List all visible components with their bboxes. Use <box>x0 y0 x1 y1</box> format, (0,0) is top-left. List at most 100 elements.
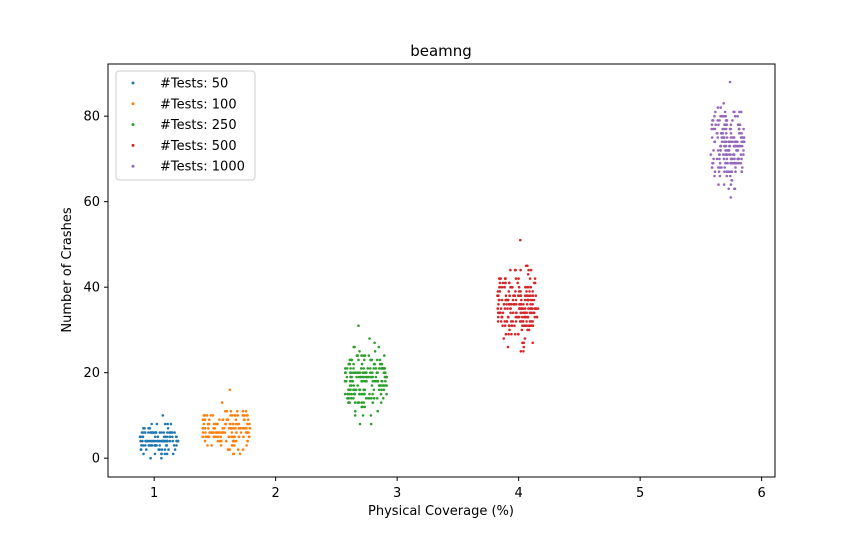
data-point <box>352 345 356 349</box>
data-point <box>709 153 713 156</box>
data-point <box>742 149 745 152</box>
data-point <box>347 362 351 366</box>
data-point <box>739 153 743 156</box>
data-point <box>376 409 380 413</box>
data-point <box>717 183 720 186</box>
data-point <box>498 285 501 289</box>
data-point <box>175 435 178 439</box>
data-point <box>514 290 517 293</box>
data-point <box>715 157 719 161</box>
data-point <box>740 140 743 144</box>
data-point <box>371 392 374 396</box>
data-point <box>522 311 525 315</box>
data-point <box>172 444 176 447</box>
data-point <box>355 354 359 357</box>
data-point <box>358 422 362 426</box>
data-point <box>165 444 169 447</box>
data-point <box>496 290 500 293</box>
data-point <box>713 140 717 144</box>
data-point <box>156 439 160 443</box>
data-point <box>209 414 212 417</box>
data-point <box>366 397 370 400</box>
data-point <box>153 435 157 439</box>
data-point <box>741 166 744 169</box>
data-point <box>143 427 146 430</box>
data-point <box>371 371 374 375</box>
data-point <box>150 422 153 426</box>
data-point <box>160 452 163 456</box>
data-point <box>154 431 158 434</box>
data-point <box>218 431 222 434</box>
data-point <box>239 427 242 430</box>
data-point <box>371 379 375 383</box>
data-point <box>357 371 361 375</box>
data-point <box>228 422 232 426</box>
data-point <box>716 106 720 109</box>
data-point <box>176 439 180 443</box>
data-point <box>364 379 368 383</box>
data-point <box>515 311 518 315</box>
data-point <box>710 127 713 131</box>
data-point <box>161 439 165 443</box>
data-point <box>246 418 250 422</box>
data-point <box>730 170 734 173</box>
data-point <box>361 375 365 379</box>
data-point <box>364 397 368 400</box>
data-point <box>365 371 368 375</box>
data-point <box>713 174 716 178</box>
data-point <box>233 414 236 417</box>
data-point <box>518 294 522 298</box>
data-point <box>725 157 729 161</box>
data-point <box>513 324 516 328</box>
data-point <box>501 311 505 315</box>
data-point <box>360 392 364 396</box>
y-tick-label: 20 <box>83 366 100 381</box>
data-point <box>358 392 361 396</box>
data-point <box>735 161 738 165</box>
data-point <box>357 358 360 362</box>
data-point <box>233 439 236 443</box>
data-point <box>351 379 355 383</box>
data-point <box>724 127 728 131</box>
data-point <box>155 422 159 426</box>
data-point <box>373 350 377 353</box>
data-point <box>523 294 527 298</box>
data-point <box>511 298 515 302</box>
data-point <box>168 435 172 439</box>
data-point <box>504 294 508 298</box>
x-tick-label: 4 <box>515 486 523 501</box>
data-point <box>355 375 358 379</box>
data-point <box>364 375 368 379</box>
y-tick-label: 80 <box>83 110 100 125</box>
data-point <box>154 439 157 443</box>
data-point <box>730 179 733 182</box>
data-point <box>723 170 726 173</box>
data-point <box>165 435 169 439</box>
data-point <box>722 136 726 139</box>
data-point <box>369 422 373 426</box>
data-point <box>228 448 231 451</box>
data-point <box>711 119 715 122</box>
y-tick-label: 40 <box>83 281 100 296</box>
data-point <box>728 144 732 148</box>
data-point <box>501 324 504 328</box>
data-point <box>509 268 512 272</box>
data-point <box>214 431 217 434</box>
data-point <box>346 392 350 396</box>
data-point <box>373 362 377 366</box>
x-tick-label: 1 <box>150 486 158 501</box>
data-point <box>139 435 143 439</box>
data-point <box>725 136 729 139</box>
data-point <box>238 452 242 456</box>
data-point <box>359 375 362 379</box>
data-point <box>714 123 717 126</box>
data-point <box>732 161 736 165</box>
data-point <box>520 328 524 332</box>
data-point <box>162 431 166 434</box>
data-point <box>507 303 511 306</box>
data-point <box>498 298 501 302</box>
data-point <box>166 431 169 434</box>
data-point <box>732 136 735 139</box>
data-point <box>521 307 525 310</box>
